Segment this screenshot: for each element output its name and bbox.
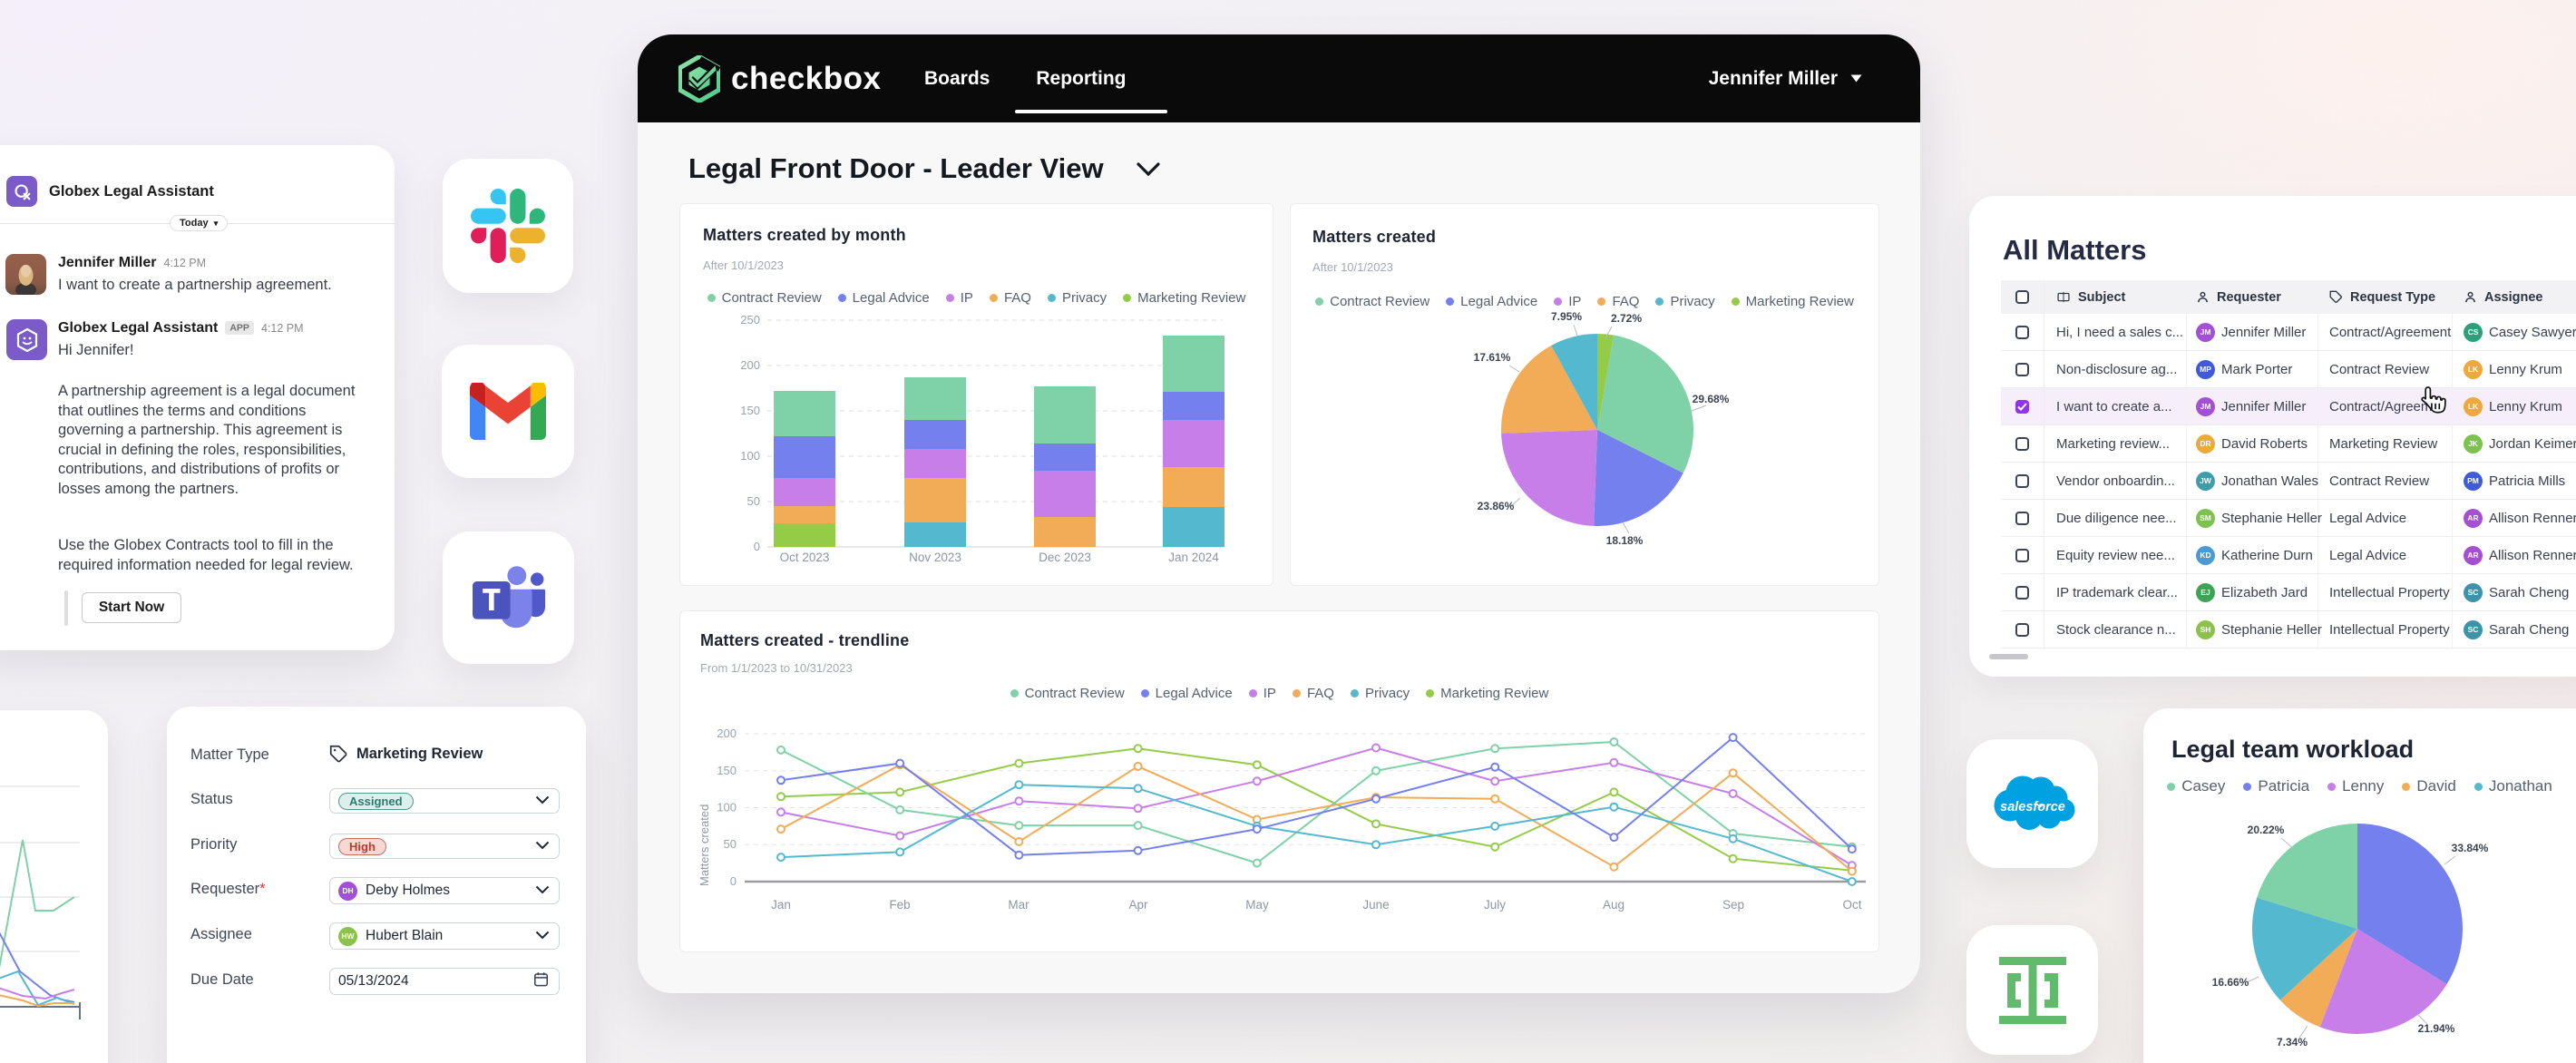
svg-text:50: 50	[747, 494, 760, 508]
svg-text:200: 200	[740, 358, 760, 372]
svg-text:Jan 2024: Jan 2024	[1168, 551, 1219, 564]
svg-text:21.94%: 21.94%	[2418, 1022, 2455, 1035]
svg-text:Jan: Jan	[771, 898, 791, 912]
svg-text:200: 200	[717, 727, 737, 740]
svg-text:2.72%: 2.72%	[1611, 312, 1642, 325]
svg-text:Oct 2023: Oct 2023	[780, 551, 830, 564]
svg-text:100: 100	[740, 449, 760, 463]
svg-text:16.66%: 16.66%	[2212, 976, 2249, 989]
svg-text:May: May	[1245, 898, 1269, 912]
svg-text:50: 50	[724, 837, 737, 851]
svg-text:23.86%: 23.86%	[1478, 500, 1515, 512]
svg-text:29.68%: 29.68%	[1693, 393, 1730, 405]
svg-text:Dec 2023: Dec 2023	[1039, 551, 1091, 564]
svg-text:salesforce: salesforce	[2000, 800, 2065, 814]
svg-text:Nov 2023: Nov 2023	[909, 551, 961, 564]
svg-text:Mar: Mar	[1008, 898, 1029, 912]
svg-text:July: July	[1484, 898, 1506, 912]
svg-text:0: 0	[730, 874, 737, 888]
svg-text:7.34%: 7.34%	[2277, 1036, 2308, 1048]
svg-text:33.84%: 33.84%	[2452, 842, 2489, 854]
svg-text:250: 250	[740, 313, 760, 327]
svg-text:Apr: Apr	[1128, 898, 1148, 912]
svg-text:150: 150	[717, 764, 737, 777]
svg-text:Oct: Oct	[1842, 898, 1861, 912]
svg-text:0: 0	[754, 540, 760, 553]
svg-text:7.95%: 7.95%	[1551, 310, 1582, 323]
svg-text:18.18%: 18.18%	[1606, 534, 1644, 547]
svg-text:150: 150	[740, 404, 760, 417]
svg-text:17.61%: 17.61%	[1474, 351, 1511, 364]
svg-text:Feb: Feb	[889, 898, 910, 912]
svg-text:20.22%: 20.22%	[2248, 824, 2285, 836]
svg-text:Sep: Sep	[1722, 898, 1744, 912]
svg-text:June: June	[1362, 898, 1389, 912]
svg-text:100: 100	[717, 801, 737, 814]
svg-text:Aug: Aug	[1603, 898, 1625, 912]
